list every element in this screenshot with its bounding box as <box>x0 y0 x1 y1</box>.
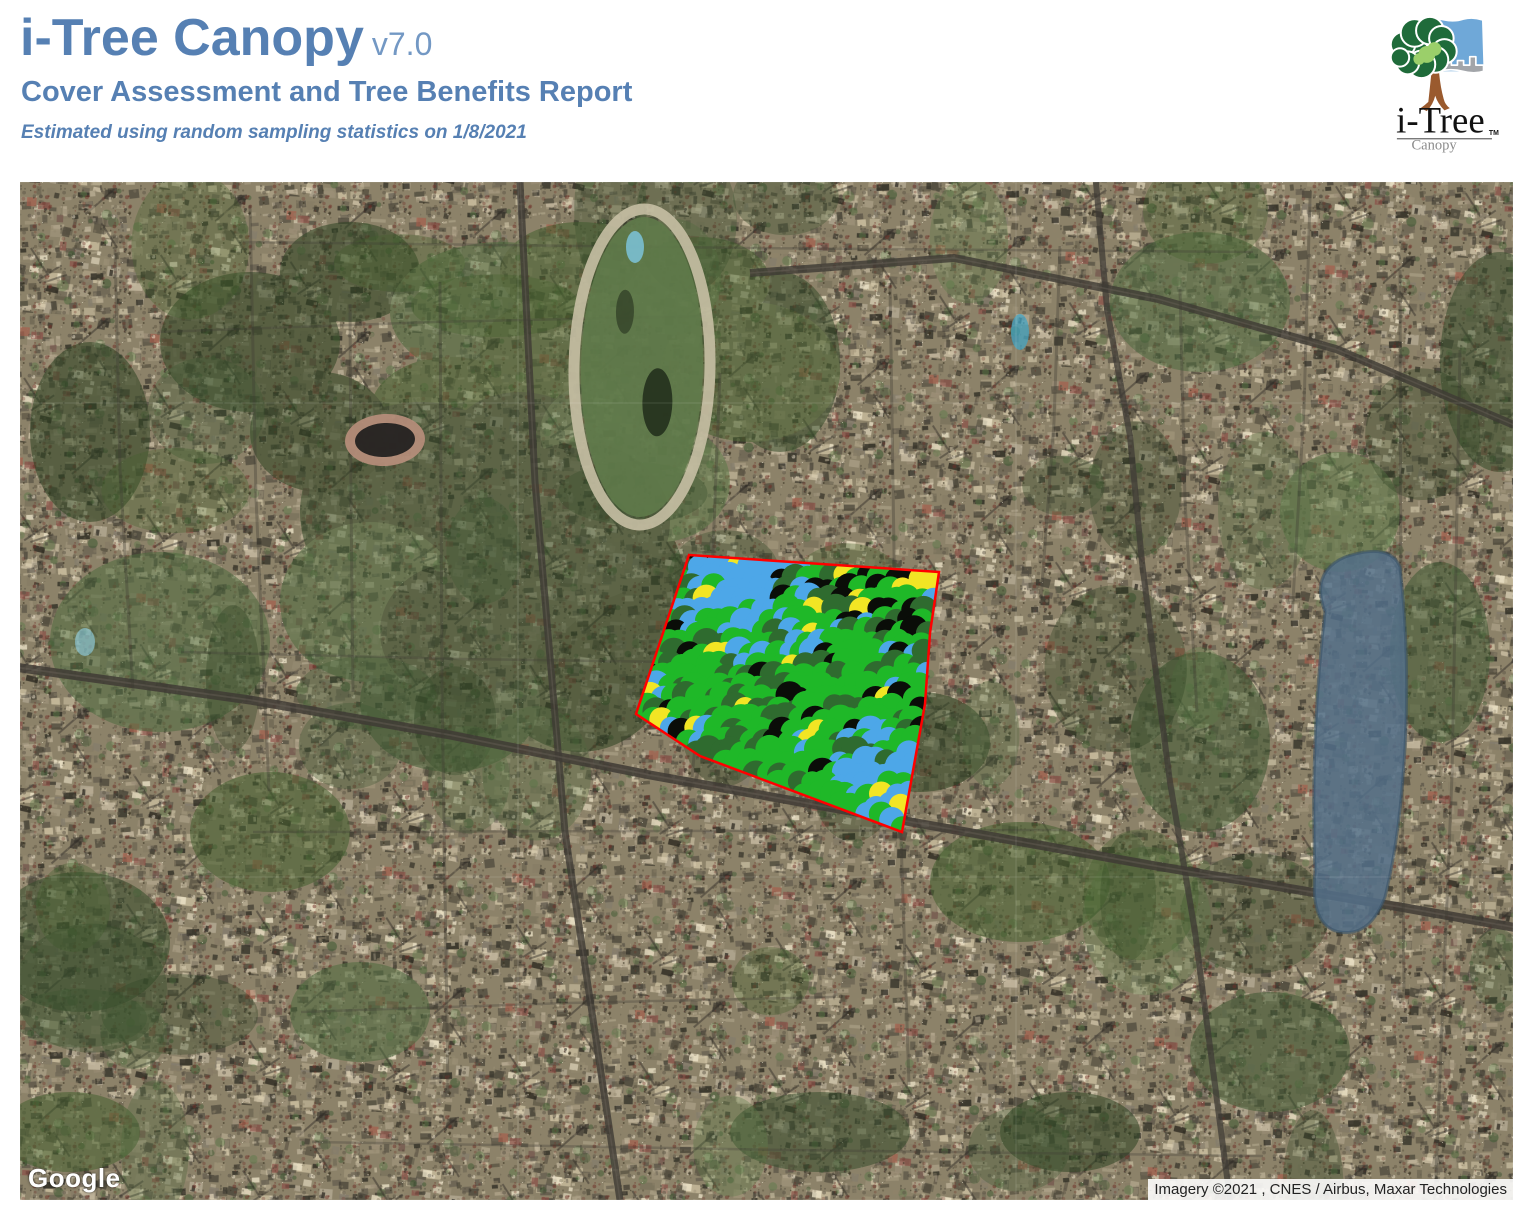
svg-text:i-Tree: i-Tree <box>1396 100 1485 141</box>
svg-text:Canopy: Canopy <box>1411 137 1457 153</box>
svg-text:TM: TM <box>1489 130 1499 137</box>
